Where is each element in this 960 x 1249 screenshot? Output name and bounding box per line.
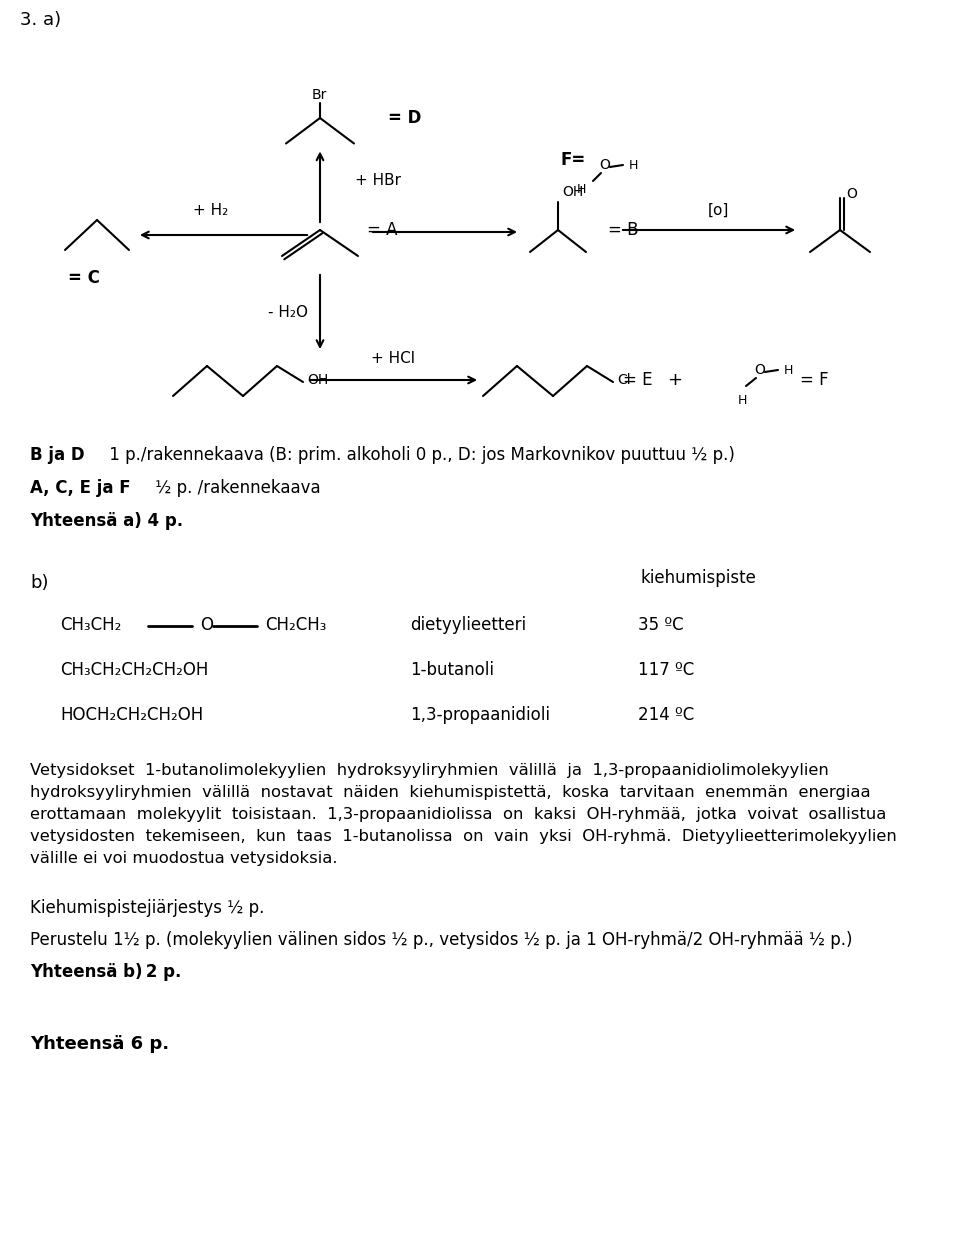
Text: ½ p. /rakennekaava: ½ p. /rakennekaava [150, 480, 321, 497]
Text: O: O [755, 363, 765, 377]
Text: [o]: [o] [708, 202, 729, 217]
Text: Kiehumispistejiärjestys ½ p.: Kiehumispistejiärjestys ½ p. [30, 899, 264, 917]
Text: HOCH₂CH₂CH₂OH: HOCH₂CH₂CH₂OH [60, 706, 204, 724]
Text: hydroksyyliryhmien  välillä  nostavat  näiden  kiehumispistettä,  koska  tarvita: hydroksyyliryhmien välillä nostavat näid… [30, 784, 871, 799]
Text: CH₂CH₃: CH₂CH₃ [265, 616, 326, 634]
Text: Yhteensä 6 p.: Yhteensä 6 p. [30, 1035, 169, 1053]
Text: 3. a): 3. a) [20, 11, 61, 29]
Text: Yhteensä b): Yhteensä b) [30, 963, 142, 980]
Text: 1 p./rakennekaava (B: prim. alkoholi 0 p., D: jos Markovnikov puuttuu ½ p.): 1 p./rakennekaava (B: prim. alkoholi 0 p… [104, 446, 734, 463]
Text: Vetysidokset  1-butanolimolekyylien  hydroksyyliryhmien  välillä  ja  1,3-propaa: Vetysidokset 1-butanolimolekyylien hydro… [30, 762, 828, 777]
Text: 35 ºC: 35 ºC [638, 616, 684, 634]
Text: erottamaan  molekyylit  toisistaan.  1,3-propaanidiolissa  on  kaksi  OH-ryhmää,: erottamaan molekyylit toisistaan. 1,3-pr… [30, 807, 886, 822]
Text: H: H [576, 182, 586, 196]
Text: + HBr: + HBr [355, 172, 401, 187]
Text: OH: OH [307, 373, 328, 387]
Text: = A: = A [367, 221, 397, 239]
Text: = F: = F [800, 371, 828, 388]
Text: O: O [200, 616, 213, 634]
Text: = D: = D [388, 109, 421, 127]
Text: välille ei voi muodostua vetysidoksia.: välille ei voi muodostua vetysidoksia. [30, 851, 338, 866]
Text: H: H [783, 363, 793, 376]
Text: Yhteensä a) 4 p.: Yhteensä a) 4 p. [30, 512, 183, 530]
Text: = B: = B [608, 221, 638, 239]
Text: Br: Br [312, 87, 327, 102]
Text: + H₂: + H₂ [193, 202, 228, 217]
Text: 117 ºC: 117 ºC [638, 661, 694, 679]
Text: OH: OH [562, 185, 584, 199]
Text: CH₃CH₂: CH₃CH₂ [60, 616, 121, 634]
Text: kiehumispiste: kiehumispiste [640, 570, 756, 587]
Text: H: H [628, 159, 637, 171]
Text: CH₃CH₂CH₂CH₂OH: CH₃CH₂CH₂CH₂OH [60, 661, 208, 679]
Text: Cl: Cl [617, 373, 631, 387]
Text: +: + [667, 371, 683, 388]
Text: = E: = E [623, 371, 653, 388]
Text: Perustelu 1½ p. (molekyylien välinen sidos ½ p., vetysidos ½ p. ja 1 OH-ryhmä/2 : Perustelu 1½ p. (molekyylien välinen sid… [30, 931, 852, 949]
Text: 1,3-propaanidioli: 1,3-propaanidioli [410, 706, 550, 724]
Text: 2 p.: 2 p. [140, 963, 181, 980]
Text: b): b) [30, 575, 49, 592]
Text: - H₂O: - H₂O [268, 305, 308, 320]
Text: F=: F= [560, 151, 586, 169]
Text: A, C, E ja F: A, C, E ja F [30, 480, 131, 497]
Text: dietyylieetteri: dietyylieetteri [410, 616, 526, 634]
Text: vetysidosten  tekemiseen,  kun  taas  1-butanolissa  on  vain  yksi  OH-ryhmä.  : vetysidosten tekemiseen, kun taas 1-buta… [30, 828, 897, 843]
Text: + HCl: + HCl [371, 351, 415, 366]
Text: O: O [847, 187, 857, 201]
Text: O: O [600, 159, 611, 172]
Text: 1-butanoli: 1-butanoli [410, 661, 494, 679]
Text: = C: = C [68, 269, 100, 287]
Text: 214 ºC: 214 ºC [638, 706, 694, 724]
Text: H: H [737, 393, 747, 406]
Text: B ja D: B ja D [30, 446, 84, 463]
